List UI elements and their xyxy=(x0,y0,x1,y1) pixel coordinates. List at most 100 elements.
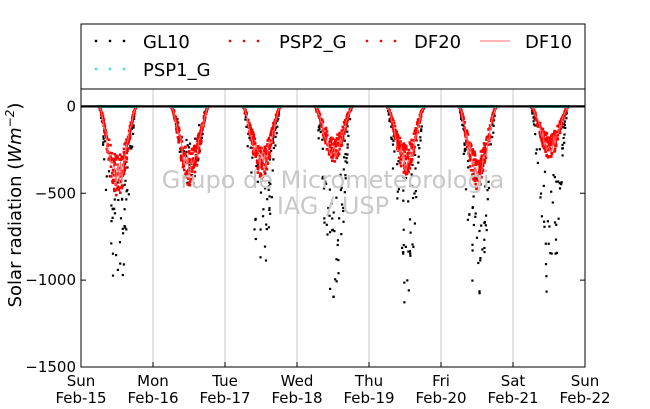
legend-item-psp1-g: PSP1_G xyxy=(94,60,211,81)
data-point xyxy=(339,144,342,148)
data-point xyxy=(260,176,264,180)
data-point xyxy=(112,179,116,183)
data-point xyxy=(542,130,545,133)
data-point xyxy=(120,155,123,158)
data-point xyxy=(544,149,548,153)
data-point xyxy=(407,200,410,203)
data-point xyxy=(474,160,478,164)
data-point xyxy=(482,142,486,145)
data-point xyxy=(546,145,549,149)
data-point xyxy=(119,262,122,265)
data-point xyxy=(478,166,481,170)
data-point xyxy=(269,143,272,147)
data-point xyxy=(118,158,121,161)
data-point xyxy=(183,154,186,157)
data-point xyxy=(552,174,555,177)
data-point xyxy=(255,165,258,168)
data-point xyxy=(175,120,179,124)
data-point xyxy=(407,250,410,253)
data-point xyxy=(261,161,264,165)
data-point xyxy=(270,196,273,199)
data-point xyxy=(464,133,467,137)
data-point xyxy=(327,206,330,210)
data-point xyxy=(339,173,342,176)
data-point xyxy=(468,213,471,216)
data-point xyxy=(412,152,415,156)
data-point xyxy=(252,142,255,146)
data-point xyxy=(177,130,181,133)
legend-handle xyxy=(122,67,126,71)
data-point xyxy=(561,143,564,146)
data-point xyxy=(390,125,393,128)
data-point xyxy=(251,132,254,135)
data-point xyxy=(102,135,105,138)
data-point xyxy=(407,166,410,170)
data-point xyxy=(253,228,256,231)
data-point xyxy=(532,123,536,126)
data-point xyxy=(563,110,566,114)
data-point xyxy=(465,132,469,136)
data-point xyxy=(484,224,487,227)
data-point xyxy=(411,243,414,246)
data-point xyxy=(545,275,548,278)
data-point xyxy=(391,123,394,127)
data-point xyxy=(188,183,192,187)
data-point xyxy=(483,159,487,162)
data-point xyxy=(479,257,482,260)
data-point xyxy=(113,163,116,167)
data-point xyxy=(132,113,136,116)
data-point xyxy=(550,143,554,146)
data-point xyxy=(472,174,475,177)
legend-label: PSP1_G xyxy=(143,60,211,81)
data-point xyxy=(174,115,177,119)
data-point xyxy=(270,128,274,132)
data-point xyxy=(122,147,126,151)
data-point xyxy=(409,231,412,234)
data-point xyxy=(267,185,270,188)
data-point xyxy=(344,174,347,177)
data-point xyxy=(188,180,192,183)
data-point xyxy=(185,150,188,153)
data-point xyxy=(400,155,403,158)
data-point xyxy=(115,254,118,257)
data-point xyxy=(113,212,117,215)
data-point xyxy=(473,179,477,182)
data-point xyxy=(344,153,347,156)
data-point xyxy=(399,146,402,149)
data-point xyxy=(204,112,207,116)
data-point xyxy=(338,147,341,151)
data-point xyxy=(403,281,406,284)
data-point xyxy=(275,132,278,135)
data-point xyxy=(338,217,341,220)
data-point xyxy=(249,146,252,149)
data-point xyxy=(551,139,554,143)
data-point xyxy=(561,121,564,125)
data-point xyxy=(342,220,345,223)
data-point xyxy=(267,147,271,151)
data-point xyxy=(201,132,204,135)
data-point xyxy=(538,130,542,134)
data-point xyxy=(556,133,560,137)
data-point xyxy=(401,246,404,249)
data-point xyxy=(344,160,347,163)
data-point xyxy=(414,132,417,135)
data-point xyxy=(332,211,335,214)
data-point xyxy=(564,126,567,129)
data-point xyxy=(473,175,476,179)
data-point xyxy=(543,144,547,147)
data-point xyxy=(337,259,340,262)
data-point xyxy=(491,111,495,115)
data-point xyxy=(493,114,496,117)
data-point xyxy=(252,133,255,137)
data-point xyxy=(336,141,339,145)
data-point xyxy=(549,138,553,141)
data-point xyxy=(260,165,263,169)
data-point xyxy=(412,245,415,248)
data-point xyxy=(539,125,542,128)
data-point xyxy=(346,130,349,133)
data-point xyxy=(188,150,191,153)
data-point xyxy=(175,122,179,125)
legend-item-df10: DF10 xyxy=(480,32,572,53)
data-point xyxy=(471,243,474,246)
data-point xyxy=(268,195,271,198)
